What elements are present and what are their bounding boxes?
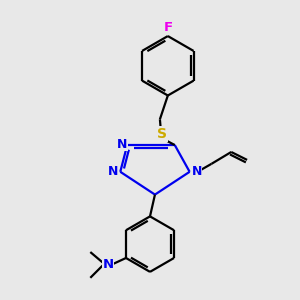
Text: N: N — [108, 165, 118, 178]
Text: F: F — [163, 21, 172, 34]
Text: N: N — [103, 258, 114, 272]
Text: S: S — [157, 127, 167, 141]
Text: N: N — [117, 138, 128, 151]
Text: N: N — [191, 165, 202, 178]
